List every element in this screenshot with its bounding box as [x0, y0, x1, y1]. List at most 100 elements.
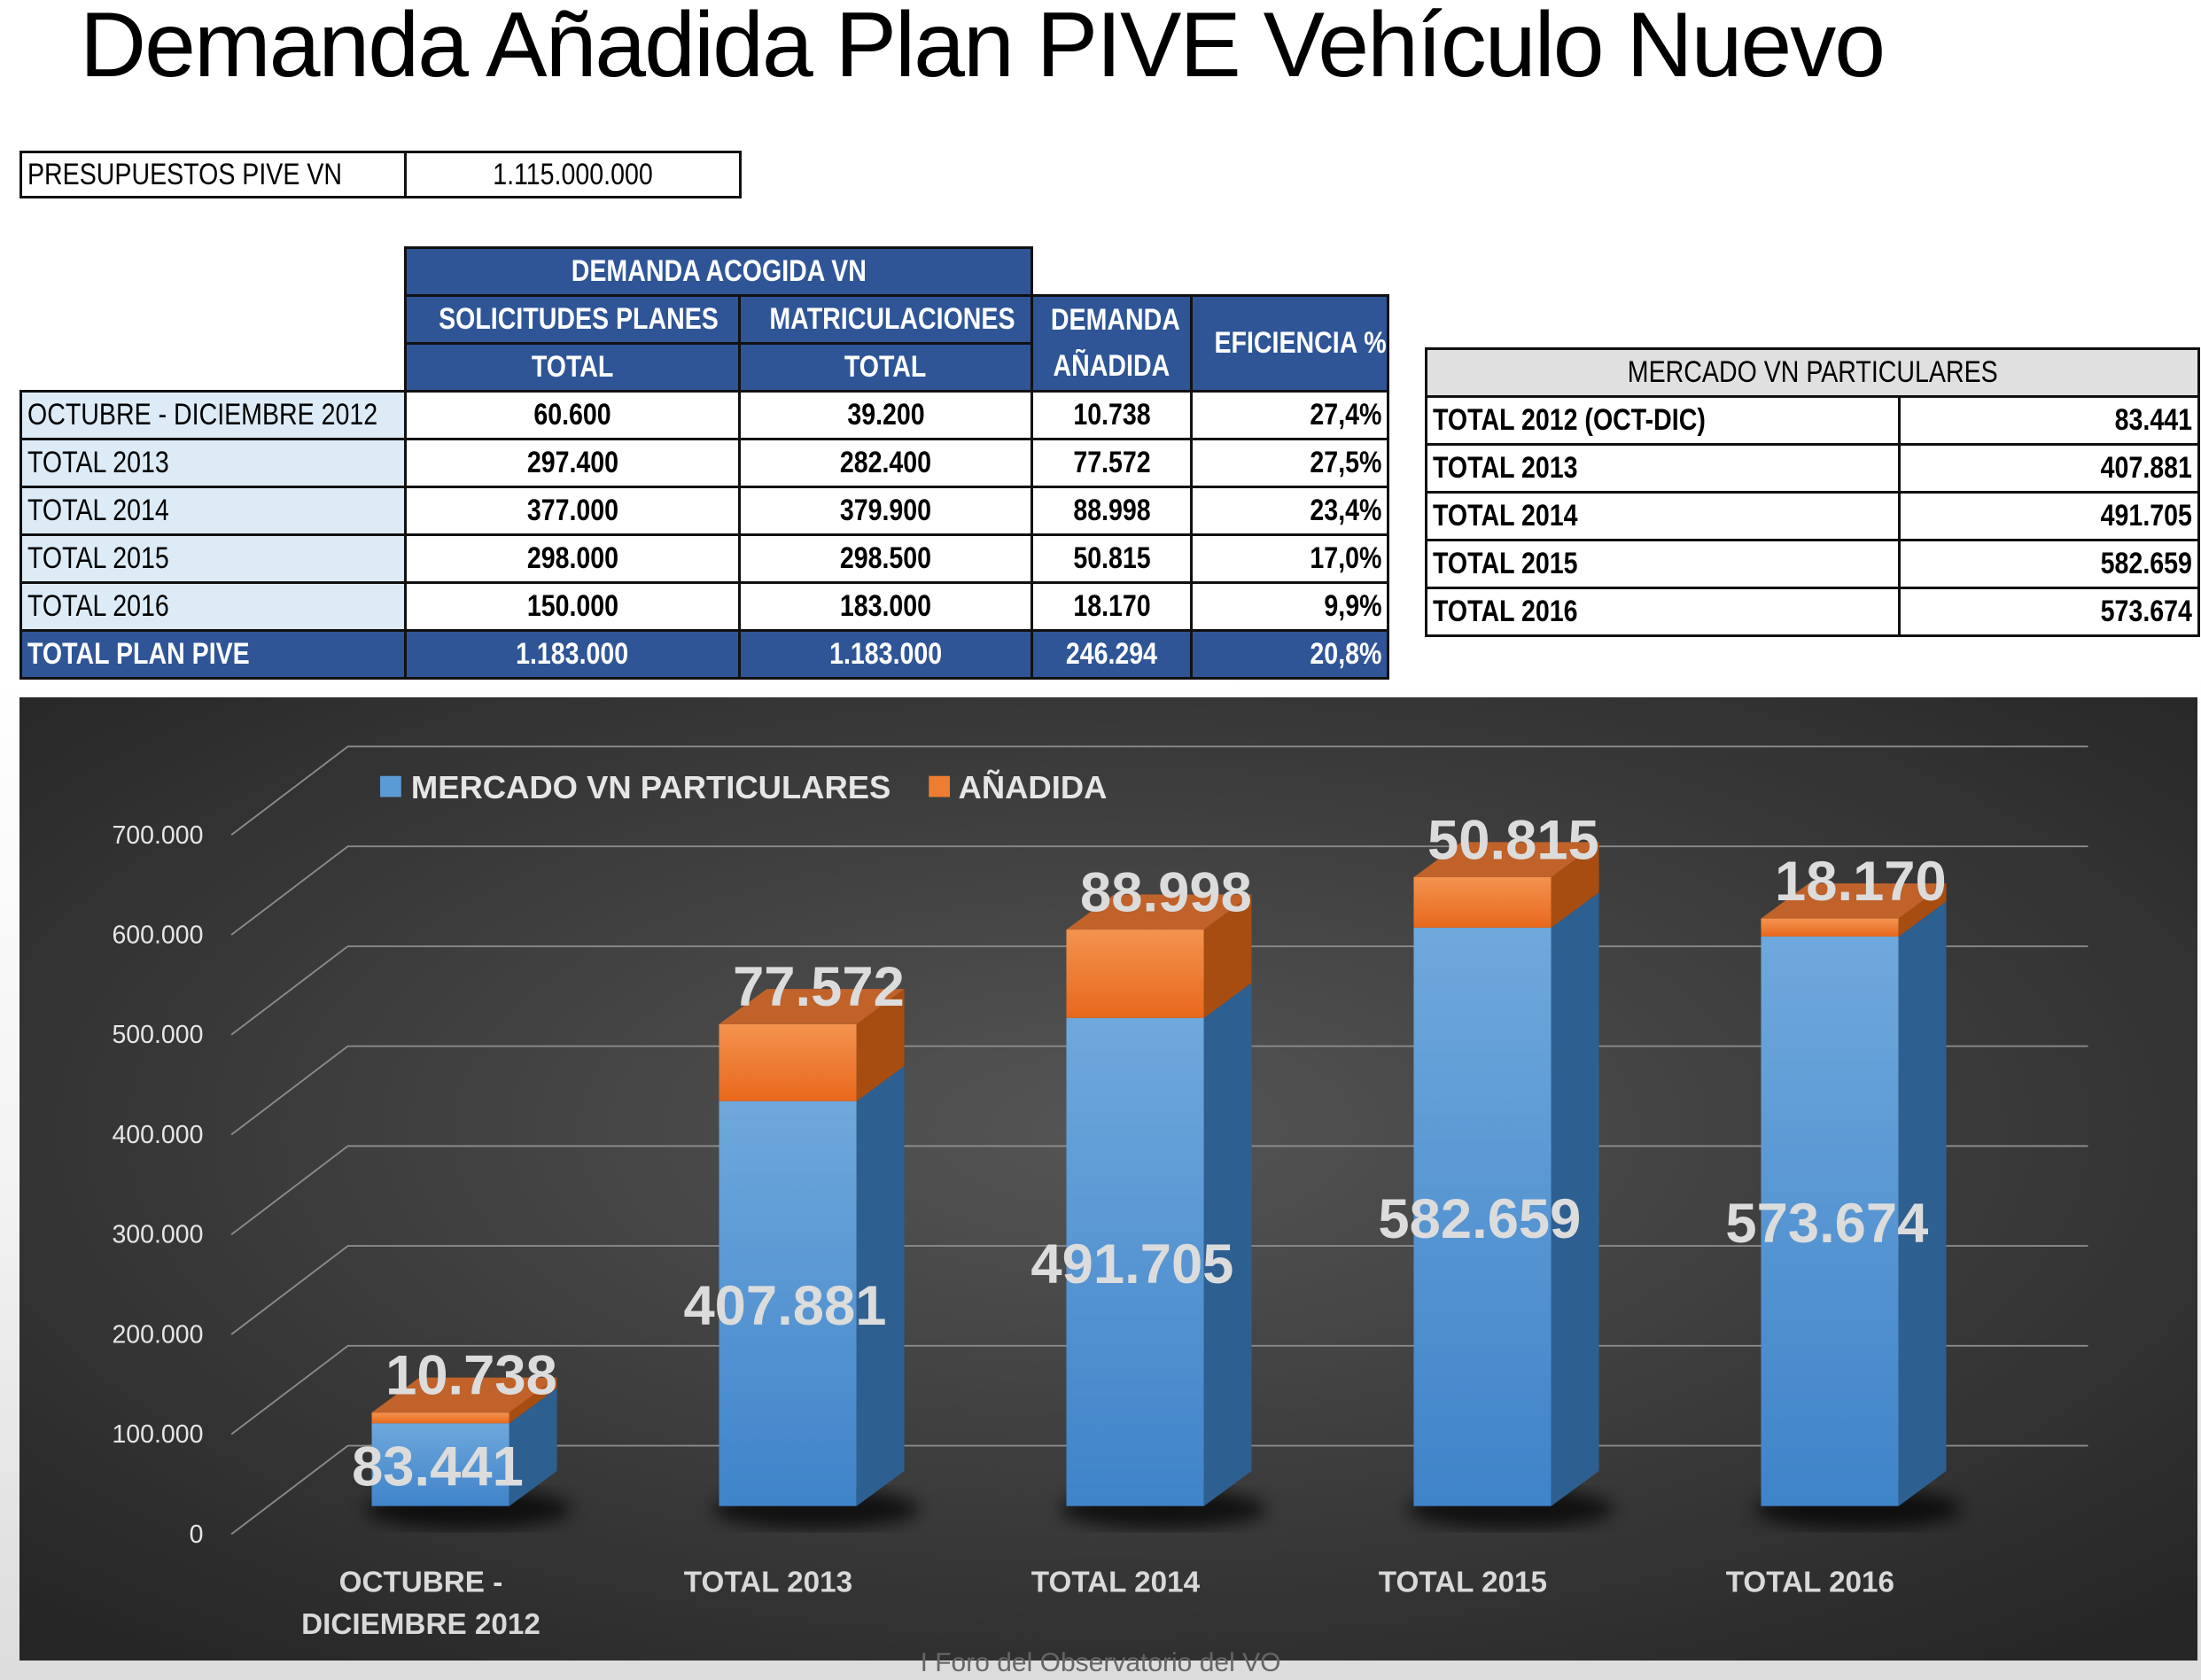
- header-eficiencia: EFICIENCIA %: [1190, 294, 1390, 393]
- table-row: TOTAL 2014 377.000 379.900 88.998 23,4%: [19, 486, 1390, 536]
- bar-anadida-side: [1551, 842, 1599, 928]
- data-label-anadida: 88.998: [1080, 861, 1252, 923]
- bar-mercado: [719, 1101, 857, 1506]
- group-header: DEMANDA ACOGIDA VN: [403, 246, 1034, 297]
- y-tick-label: 400.000: [112, 1121, 203, 1149]
- market-value: 582.659: [1898, 539, 2200, 589]
- matriculaciones-cell: 39.200: [737, 390, 1034, 440]
- table-row: TOTAL 2013 407.881: [1425, 443, 2200, 494]
- bar-top: [1413, 842, 1599, 877]
- budget-value: 1.115.000.000: [404, 151, 742, 198]
- row-label: OCTUBRE - DICIEMBRE 2012: [19, 390, 407, 440]
- solicitudes-cell: 297.400: [404, 438, 741, 488]
- bar-anadida: [371, 1412, 509, 1424]
- legend-label-anadida: AÑADIDA: [959, 768, 1108, 805]
- header-solicitudes-total: TOTAL: [404, 342, 741, 393]
- row-label: TOTAL 2014: [19, 486, 407, 536]
- page-title: Demanda Añadida Plan PIVE Vehículo Nuevo: [80, 0, 1886, 97]
- table-row: OCTUBRE - DICIEMBRE 2012 60.600 39.200 10.7…: [19, 390, 1390, 440]
- demanda-cell: 50.815: [1031, 533, 1194, 584]
- x-category-label: TOTAL 2014: [1031, 1566, 1201, 1598]
- total-matriculaciones: 1.183.000: [737, 629, 1034, 680]
- demanda-cell: 88.998: [1031, 486, 1194, 536]
- matriculaciones-cell: 379.900: [737, 486, 1034, 536]
- bar-group: 407.881 77.572: [683, 956, 920, 1529]
- y-tick-label: 0: [190, 1521, 204, 1549]
- data-label-anadida: 10.738: [385, 1345, 557, 1407]
- row-label: TOTAL 2013: [19, 438, 407, 488]
- x-category-label: TOTAL 2016: [1726, 1566, 1894, 1598]
- eficiencia-cell: 27,4%: [1190, 390, 1390, 440]
- market-header: MERCADO VN PARTICULARES: [1425, 347, 2200, 398]
- table-row: TOTAL 2016 573.674: [1425, 587, 2200, 637]
- eficiencia-cell: 23,4%: [1190, 486, 1390, 536]
- x-category-label: OCTUBRE - DICIEMBRE 2012: [301, 1566, 541, 1641]
- x-category-line: TOTAL 2013: [684, 1566, 852, 1598]
- x-category-line: TOTAL 2015: [1379, 1566, 1547, 1598]
- data-label-mercado: 491.705: [1031, 1233, 1233, 1295]
- bar-mercado: [1761, 936, 1899, 1506]
- solicitudes-cell: 377.000: [404, 486, 741, 536]
- bar-anadida: [1066, 929, 1204, 1018]
- bar-mercado-side: [1551, 892, 1599, 1506]
- data-label-mercado: 573.674: [1725, 1193, 1928, 1255]
- bar-mercado-side: [509, 1388, 557, 1506]
- table-row: TOTAL 2013 297.400 282.400 77.572 27,5%: [19, 438, 1390, 488]
- demanda-cell: 10.738: [1031, 390, 1194, 440]
- data-label-anadida: 77.572: [733, 956, 905, 1018]
- data-label-mercado: 407.881: [683, 1275, 886, 1337]
- solicitudes-cell: 298.000: [404, 533, 741, 584]
- x-category-line: OCTUBRE -: [339, 1566, 503, 1598]
- market-value: 83.441: [1898, 395, 2200, 446]
- bar-group: 582.659 50.815: [1378, 809, 1614, 1529]
- market-label: TOTAL 2014: [1425, 491, 1901, 541]
- market-table: MERCADO VN PARTICULARES TOTAL 2012 (OCT-…: [1425, 347, 2200, 637]
- bar-top: [719, 989, 905, 1024]
- header-matriculaciones-total: TOTAL: [737, 342, 1034, 393]
- bar-mercado: [371, 1423, 509, 1506]
- eficiencia-cell: 27,5%: [1190, 438, 1390, 488]
- market-label: TOTAL 2016: [1425, 587, 1901, 637]
- table-row: TOTAL 2014 491.705: [1425, 491, 2200, 541]
- bar-group: 83.441 10.738: [352, 1345, 572, 1529]
- data-label-anadida: 18.170: [1775, 851, 1947, 913]
- data-label-mercado: 582.659: [1378, 1188, 1581, 1250]
- bar-top: [1761, 883, 1947, 919]
- gridline: [230, 745, 2088, 836]
- x-category-label: TOTAL 2015: [1379, 1566, 1547, 1598]
- row-label: TOTAL 2015: [19, 533, 407, 584]
- bar-anadida-side: [1203, 894, 1252, 1018]
- demand-table: DEMANDA ACOGIDA VN SOLICITUDES PLANES MA…: [19, 246, 1390, 680]
- legend: MERCADO VN PARTICULARES AÑADIDA: [380, 768, 1107, 805]
- bar-mercado-side: [1898, 901, 1947, 1506]
- x-category-line: TOTAL 2014: [1031, 1566, 1201, 1598]
- table-row: TOTAL 2016 150.000 183.000 18.170 9,9%: [19, 581, 1390, 632]
- data-label-mercado: 83.441: [352, 1436, 524, 1498]
- market-value: 491.705: [1898, 491, 2200, 541]
- bar-mercado: [1413, 927, 1552, 1506]
- bar-anadida-side: [856, 989, 905, 1101]
- market-label: TOTAL 2013: [1425, 443, 1901, 494]
- table-row: TOTAL 2012 (OCT-DIC) 83.441: [1425, 395, 2200, 446]
- table-row: TOTAL 2015 582.659: [1425, 539, 2200, 589]
- solicitudes-cell: 150.000: [404, 581, 741, 632]
- eficiencia-cell: 9,9%: [1190, 581, 1390, 632]
- x-category-line: TOTAL 2016: [1726, 1566, 1894, 1598]
- market-value: 573.674: [1898, 587, 2200, 637]
- bar-top: [1066, 894, 1252, 930]
- total-eficiencia: 20,8%: [1190, 629, 1390, 680]
- total-row: TOTAL PLAN PIVE 1.183.000 1.183.000 246.…: [19, 629, 1390, 680]
- y-tick-label: 700.000: [112, 821, 203, 850]
- bar-mercado-side: [1203, 983, 1252, 1506]
- header-matriculaciones: MATRICULACIONES: [737, 294, 1034, 345]
- y-tick-label: 500.000: [112, 1021, 203, 1049]
- matriculaciones-cell: 183.000: [737, 581, 1034, 632]
- bar-top: [371, 1377, 557, 1413]
- row-label: TOTAL 2016: [19, 581, 407, 632]
- bar-mercado-side: [856, 1066, 905, 1506]
- y-tick-label: 600.000: [112, 922, 203, 950]
- y-tick-label: 300.000: [112, 1221, 203, 1249]
- table-row: TOTAL 2015 298.000 298.500 50.815 17,0%: [19, 533, 1390, 584]
- total-solicitudes: 1.183.000: [404, 629, 741, 680]
- bar-anadida-side: [509, 1377, 557, 1424]
